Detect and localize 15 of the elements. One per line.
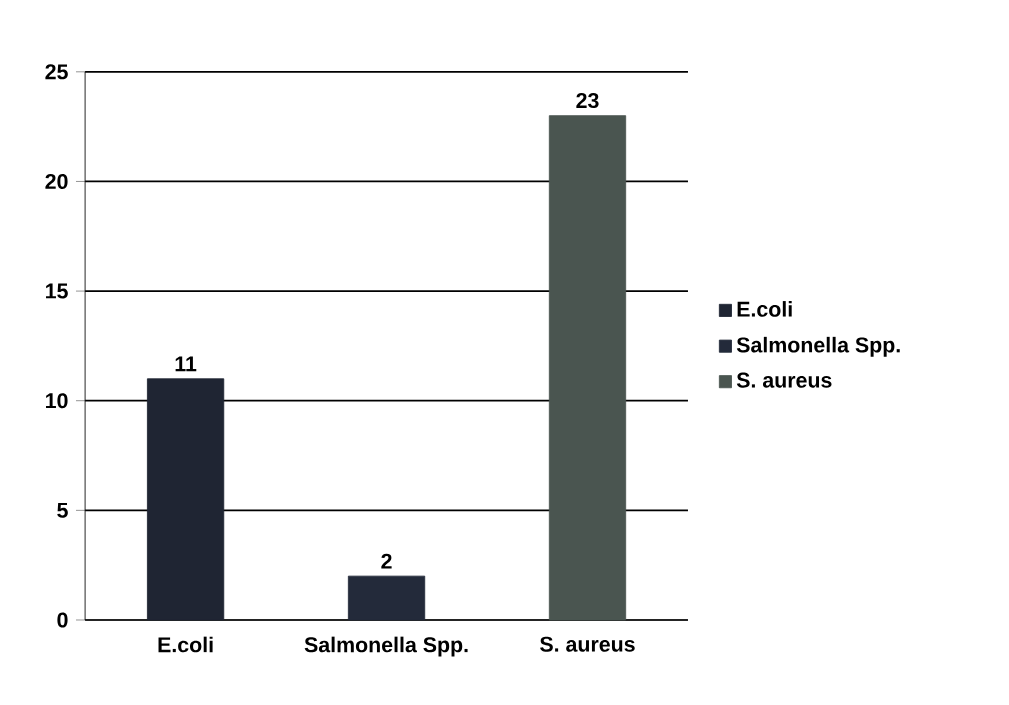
y-tick-label: 0	[57, 612, 68, 628]
y-tick-label: 5	[57, 502, 68, 518]
data-label: 23	[576, 92, 599, 109]
y-tick-label: 20	[45, 173, 68, 189]
y-tick-label: 15	[46, 283, 68, 299]
data-label: 11	[175, 356, 197, 372]
legend-label: Salmonella Spp.	[736, 336, 900, 357]
x-tick-label: S. aureus	[540, 636, 635, 652]
x-tick-label: E.coli	[158, 636, 213, 653]
data-label: 2	[381, 553, 392, 569]
x-tick-label: Salmonella Spp.	[304, 636, 468, 657]
y-tick-label: 25	[45, 64, 68, 80]
y-tick-label: 10	[46, 393, 68, 409]
legend-label: S. aureus	[736, 372, 832, 388]
legend-label: E.coli	[737, 301, 792, 317]
